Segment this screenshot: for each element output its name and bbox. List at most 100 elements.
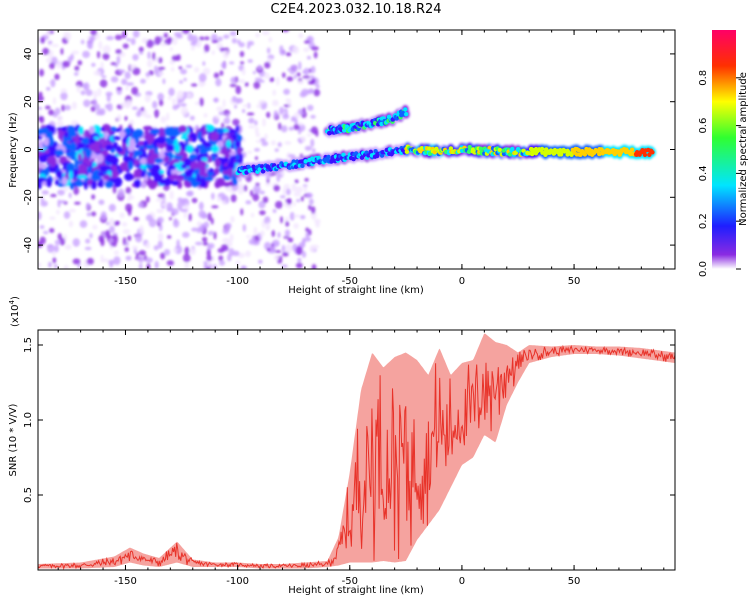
- spectrogram-cell: [193, 67, 200, 73]
- spectrogram-cell: [135, 234, 143, 243]
- spectrogram-cell: [169, 47, 173, 52]
- spectrogram-cell: [117, 188, 125, 198]
- spectrogram-cell: [110, 62, 117, 66]
- spectrogram-cell: [214, 158, 221, 168]
- spectrogram-cell: [262, 118, 266, 127]
- spectrogram-cell: [214, 167, 220, 175]
- spectrogram-cell: [59, 200, 66, 204]
- spectrogram-cell: [96, 153, 104, 163]
- spectrogram-cell: [48, 109, 55, 116]
- spectrogram-ridge-cell: [642, 152, 648, 158]
- spectrogram-cell: [88, 126, 95, 135]
- spectrogram-cell: [144, 94, 151, 103]
- spectrogram-cell: [285, 229, 290, 237]
- spectrogram-cell: [101, 75, 107, 79]
- spectrogram-cell: [211, 155, 216, 162]
- spectrogram-cell: [99, 79, 108, 88]
- spectrogram-cell: [229, 31, 237, 37]
- spectrogram-cell: [228, 61, 235, 65]
- spectrogram-cell: [152, 100, 158, 109]
- spectrogram-ridge-cell: [487, 145, 492, 151]
- spectrogram-cell: [109, 225, 115, 234]
- spectrogram-cell: [55, 169, 63, 179]
- spectrogram-ridge-cell: [379, 121, 384, 127]
- spectrogram-cell: [140, 106, 145, 112]
- spectrogram-cell: [95, 103, 101, 111]
- spectrogram-cell: [181, 30, 190, 34]
- spectrogram-cell: [194, 241, 203, 246]
- spectrogram-cell: [125, 186, 132, 194]
- spectrogram-cell: [292, 46, 300, 54]
- spectrogram-cell: [234, 104, 238, 109]
- spectrogram-y-tick-label: -20: [23, 189, 34, 205]
- spectrogram-cell: [158, 99, 164, 107]
- spectrogram-cell: [40, 196, 44, 203]
- spectrogram-cell: [258, 79, 265, 83]
- spectrogram-cell: [168, 217, 172, 221]
- spectrogram-cell: [240, 61, 245, 65]
- spectrogram-cell: [234, 141, 241, 148]
- colorbar-label: Normalized spectral amplitude: [738, 72, 749, 226]
- spectrogram-ridge-cell: [404, 111, 409, 117]
- spectrogram-cell: [206, 254, 213, 262]
- spectrogram-cell: [38, 163, 47, 169]
- spectrogram-cell: [68, 192, 72, 199]
- colorbar-tick-label: 0.0: [698, 261, 709, 277]
- spectrogram-cell: [157, 66, 166, 71]
- spectrogram-cell: [166, 260, 175, 266]
- spectrogram-ridge-cell: [507, 152, 513, 157]
- spectrogram-cell: [127, 235, 132, 242]
- spectrogram-cell: [90, 211, 97, 217]
- spectrogram-cell: [291, 185, 297, 192]
- spectrogram-cell: [223, 34, 230, 39]
- spectrogram-cell: [137, 140, 146, 146]
- spectrogram-ridge-cell: [467, 144, 472, 150]
- spectrogram-cell: [216, 196, 222, 202]
- spectrogram-cell: [180, 68, 187, 75]
- spectrogram-cell: [154, 260, 159, 269]
- spectrogram-cell: [221, 243, 229, 251]
- spectrogram-cell: [60, 91, 68, 101]
- spectrogram-cell: [281, 72, 286, 78]
- spectrogram-cell: [207, 242, 215, 249]
- spectrogram-cell: [121, 222, 128, 227]
- spectrogram-cell: [209, 167, 214, 174]
- spectrogram-ridge-cell: [261, 168, 266, 174]
- spectrogram-cell: [166, 202, 173, 211]
- spectrogram-cell: [41, 127, 49, 135]
- spectrogram-ridge-cell: [448, 146, 454, 151]
- spectrogram-cell: [44, 105, 51, 110]
- spectrogram-cell: [248, 239, 255, 245]
- spectrogram-ridge-cell: [513, 150, 518, 156]
- svg-text:(x104): (x104): [8, 296, 21, 327]
- spectrogram-cell: [52, 257, 57, 264]
- spectrogram-ridge-cell: [539, 146, 545, 152]
- spectrogram-cell: [260, 230, 265, 237]
- spectrogram-cell: [144, 129, 150, 136]
- spectrogram-cell: [230, 155, 237, 161]
- spectrogram-x-tick-label: -50: [342, 276, 358, 287]
- spectrogram-cell: [180, 163, 187, 170]
- spectrogram-cell: [277, 142, 282, 148]
- spectrogram-cell: [282, 187, 286, 196]
- spectrogram-cell: [211, 256, 215, 262]
- spectrogram-cell: [132, 245, 138, 250]
- spectrogram-cell: [104, 104, 110, 109]
- spectrogram-ridge-cell: [427, 146, 432, 151]
- spectrogram-cell: [255, 33, 260, 38]
- spectrogram-cell: [112, 136, 122, 141]
- spectrogram-ridge-cell: [501, 151, 507, 157]
- snr-multiplier-exp: 4: [8, 299, 16, 304]
- spectrogram-cell: [90, 30, 98, 36]
- spectrogram-cell: [62, 60, 71, 68]
- spectrogram-cell: [230, 76, 237, 84]
- spectrogram-cell: [218, 260, 226, 266]
- spectrogram-cell: [110, 156, 119, 165]
- spectrogram-cell: [163, 155, 170, 163]
- spectrogram-cell: [302, 75, 310, 79]
- spectrogram-cell: [115, 49, 122, 55]
- spectrogram-cell: [166, 168, 172, 177]
- spectrogram-cell: [133, 179, 142, 188]
- spectrogram-cell: [102, 52, 110, 61]
- spectrogram-cell: [293, 123, 300, 131]
